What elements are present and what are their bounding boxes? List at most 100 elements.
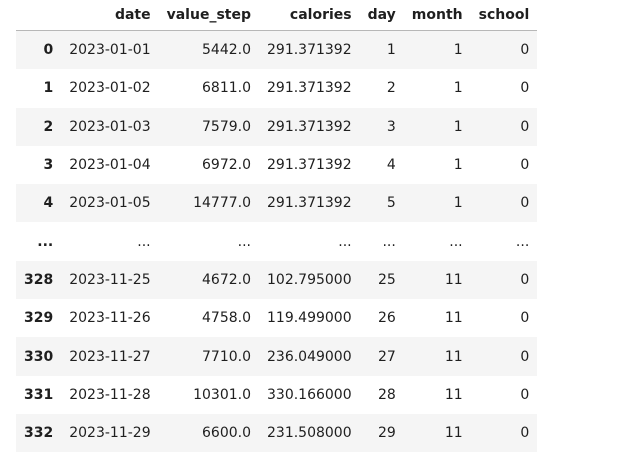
cell-day: 4 [386, 157, 396, 174]
cell-calories: 291.371392 [267, 157, 352, 174]
cell-day: ... [382, 233, 396, 250]
cell-school: 0 [520, 348, 530, 365]
column-header-day: day [359, 0, 404, 31]
table-row: 3 2023-01-04 6972.0 291.371392 4 1 0 [16, 145, 538, 185]
cell-day: 29 [377, 425, 396, 442]
column-header-calories: calories [259, 0, 360, 31]
column-header-school: school [470, 0, 538, 31]
table-row: 331 2023-11-28 10301.0 330.166000 28 11 … [16, 375, 538, 414]
table-body: 0 2023-01-01 5442.0 291.371392 1 1 0 1 2… [16, 30, 538, 453]
cell-month: 1 [453, 42, 463, 59]
cell-school: 0 [520, 271, 530, 288]
cell-school: 0 [520, 42, 530, 59]
column-header-value-step: value_step [158, 0, 259, 31]
cell-value-step: 5442.0 [202, 42, 251, 59]
cell-value-step: 4758.0 [202, 310, 251, 327]
cell-calories: 119.499000 [267, 310, 352, 327]
cell-value-step: 6972.0 [202, 157, 251, 174]
column-header-month: month [403, 0, 471, 31]
table-row: 332 2023-11-29 6600.0 231.508000 29 11 0 [16, 413, 538, 453]
cell-school: 0 [520, 386, 530, 403]
cell-school: 0 [520, 195, 530, 212]
cell-school: 0 [520, 80, 530, 97]
cell-day: 2 [386, 80, 396, 97]
column-header-date: date [61, 0, 159, 31]
cell-value-step: ... [237, 233, 251, 250]
cell-calories: 291.371392 [267, 80, 352, 97]
cell-month: 11 [444, 348, 463, 365]
cell-day: 27 [377, 348, 396, 365]
cell-date: ... [137, 233, 151, 250]
cell-month: 1 [453, 157, 463, 174]
table-row: 0 2023-01-01 5442.0 291.371392 1 1 0 [16, 30, 538, 70]
cell-date: 2023-01-05 [69, 195, 151, 212]
row-index: 330 [24, 348, 54, 365]
cell-value-step: 6600.0 [202, 425, 251, 442]
cell-calories: 291.371392 [267, 118, 352, 135]
dataframe-output: date value_step calories day month schoo… [16, 0, 538, 453]
cell-date: 2023-01-01 [69, 42, 151, 59]
cell-calories: 291.371392 [267, 195, 352, 212]
table-row: 2 2023-01-03 7579.0 291.371392 3 1 0 [16, 107, 538, 146]
cell-school: ... [515, 233, 530, 250]
cell-date: 2023-11-25 [69, 271, 151, 288]
cell-value-step: 7710.0 [202, 348, 251, 365]
cell-date: 2023-11-27 [69, 348, 151, 365]
cell-month: 11 [444, 271, 463, 288]
row-index: 328 [24, 271, 54, 288]
table-header: date value_step calories day month schoo… [16, 0, 538, 31]
cell-value-step: 6811.0 [202, 80, 251, 97]
cell-date: 2023-01-03 [69, 118, 151, 135]
cell-school: 0 [520, 310, 530, 327]
cell-day: 26 [377, 310, 396, 327]
cell-month: 1 [453, 80, 463, 97]
table-row: 1 2023-01-02 6811.0 291.371392 2 1 0 [16, 69, 538, 108]
cell-month: 11 [444, 386, 463, 403]
row-index: 331 [24, 386, 54, 403]
cell-date: 2023-01-02 [69, 80, 151, 97]
cell-calories: ... [338, 233, 352, 250]
row-index: 332 [24, 425, 54, 442]
row-index: 0 [43, 42, 54, 59]
cell-month: 11 [444, 425, 463, 442]
cell-date: 2023-11-28 [69, 386, 151, 403]
row-index: 3 [43, 157, 54, 174]
table-row: 330 2023-11-27 7710.0 236.049000 27 11 0 [16, 337, 538, 376]
cell-month: ... [449, 233, 463, 250]
cell-day: 1 [386, 42, 396, 59]
cell-day: 5 [386, 195, 396, 212]
dataframe-table: date value_step calories day month schoo… [16, 0, 538, 453]
cell-calories: 330.166000 [267, 386, 352, 403]
row-index: 329 [24, 310, 54, 327]
cell-day: 28 [377, 386, 396, 403]
index-header [16, 0, 62, 31]
row-index: 1 [43, 80, 54, 97]
row-index: ... [37, 233, 54, 250]
cell-value-step: 4672.0 [202, 271, 251, 288]
cell-calories: 291.371392 [267, 42, 352, 59]
row-index: 4 [43, 195, 54, 212]
cell-value-step: 10301.0 [193, 386, 251, 403]
header-row: date value_step calories day month schoo… [16, 0, 538, 31]
cell-calories: 231.508000 [267, 425, 352, 442]
cell-date: 2023-11-26 [69, 310, 151, 327]
cell-day: 25 [377, 271, 396, 288]
cell-calories: 236.049000 [267, 348, 352, 365]
cell-day: 3 [386, 118, 396, 135]
cell-school: 0 [520, 157, 530, 174]
table-row-ellipsis: ... ... ... ... ... ... ... [16, 222, 538, 261]
cell-value-step: 14777.0 [193, 195, 251, 212]
cell-school: 0 [520, 118, 530, 135]
cell-date: 2023-11-29 [69, 425, 151, 442]
cell-calories: 102.795000 [267, 271, 352, 288]
cell-value-step: 7579.0 [202, 118, 251, 135]
table-row: 329 2023-11-26 4758.0 119.499000 26 11 0 [16, 299, 538, 338]
cell-month: 1 [453, 118, 463, 135]
table-row: 328 2023-11-25 4672.0 102.795000 25 11 0 [16, 260, 538, 300]
cell-school: 0 [520, 425, 530, 442]
table-row: 4 2023-01-05 14777.0 291.371392 5 1 0 [16, 184, 538, 223]
cell-date: 2023-01-04 [69, 157, 151, 174]
cell-month: 11 [444, 310, 463, 327]
cell-month: 1 [453, 195, 463, 212]
row-index: 2 [43, 118, 54, 135]
